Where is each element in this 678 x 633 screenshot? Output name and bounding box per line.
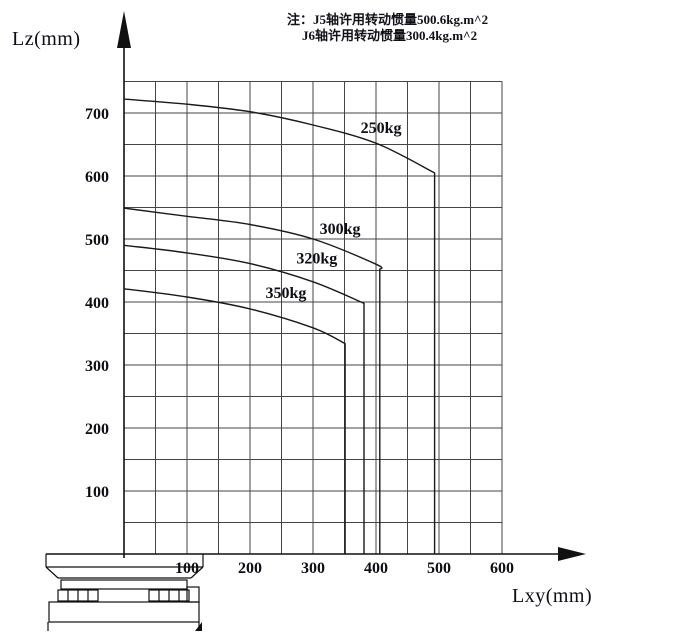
y-tick-label: 700 xyxy=(85,106,109,123)
x-tick-label: 400 xyxy=(364,560,388,577)
payload-curve-300kg xyxy=(123,207,383,554)
x-axis-title: Lxy(mm) xyxy=(512,585,593,607)
x-tick-label: 600 xyxy=(490,560,514,577)
y-axis-arrow-icon xyxy=(117,11,131,48)
y-tick-label: 200 xyxy=(85,421,109,438)
curve-label-350kg: 350kg xyxy=(265,285,306,302)
y-tick-label: 100 xyxy=(85,484,109,501)
curve-label-300kg: 300kg xyxy=(320,221,361,238)
curve-label-250kg: 250kg xyxy=(361,120,402,137)
x-tick-label: 100 xyxy=(175,560,199,577)
y-axis-title: Lz(mm) xyxy=(12,28,81,50)
x-tick-label: 300 xyxy=(301,560,325,577)
base-plate-chamfer-right xyxy=(190,566,204,579)
base-plate-chamfer-left xyxy=(45,566,59,579)
x-tick-label: 500 xyxy=(427,560,451,577)
y-tick-label: 400 xyxy=(85,295,109,312)
payload-curve-320kg xyxy=(123,244,365,554)
x-tick-label: 200 xyxy=(238,560,262,577)
x-axis-arrow-icon xyxy=(558,547,586,561)
y-tick-label: 500 xyxy=(85,232,109,249)
riser-plate xyxy=(60,579,188,590)
chart-axes xyxy=(46,11,586,561)
y-tick-label: 600 xyxy=(85,169,109,186)
payload-curve-250kg xyxy=(123,98,436,554)
axis-tick-labels: 100 200 300 400 500 600 100 200 300 400 500 600 700 xyxy=(85,106,514,577)
chart-grid xyxy=(124,81,503,554)
robot-base-drawing xyxy=(45,554,204,631)
payload-curve-350kg xyxy=(123,288,346,554)
inertia-note-line1: 注：J5轴许用转动惯量500.6kg.m^2 xyxy=(287,12,489,27)
y-tick-label: 300 xyxy=(85,358,109,375)
inertia-note: 注：J5轴许用转动惯量500.6kg.m^2 J6轴许用转动惯量300.4kg.… xyxy=(287,12,488,43)
base-block xyxy=(48,601,200,623)
curve-label-320kg: 320kg xyxy=(296,251,337,268)
base-corner-mark xyxy=(195,622,202,631)
payload-curves: 250kg 300kg 320kg 350kg xyxy=(123,98,436,554)
inertia-note-line2: J6轴许用转动惯量300.4kg.m^2 xyxy=(302,27,478,43)
